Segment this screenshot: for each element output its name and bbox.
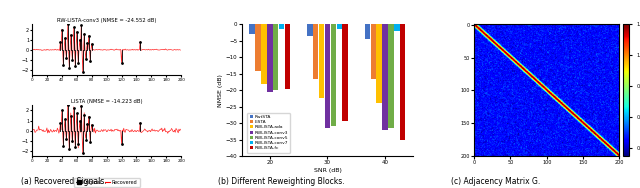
Bar: [400, 24, 406, 139]
Bar: [337, 24, 342, 29]
Bar: [273, 24, 278, 90]
Title: LISTA (NMSE = -14.223 dB): LISTA (NMSE = -14.223 dB): [71, 99, 143, 104]
Bar: [255, 24, 260, 70]
Bar: [261, 24, 267, 84]
Text: (b) Different Reweighting Blocks.: (b) Different Reweighting Blocks.: [218, 177, 345, 186]
Bar: [279, 24, 284, 29]
Bar: [319, 24, 324, 99]
Bar: [267, 24, 273, 92]
Bar: [331, 24, 336, 126]
Bar: [307, 24, 312, 36]
Legend: Original, Recovered: Original, Recovered: [74, 178, 140, 186]
Text: (c) Adjacency Matrix G.: (c) Adjacency Matrix G.: [451, 177, 541, 186]
Text: (a) Recovered Signals.: (a) Recovered Signals.: [21, 177, 107, 186]
Bar: [342, 24, 348, 121]
Bar: [324, 24, 330, 128]
Title: RW-LISTA-conv3 (NMSE = -24.552 dB): RW-LISTA-conv3 (NMSE = -24.552 dB): [57, 18, 156, 23]
Bar: [250, 24, 255, 34]
Bar: [388, 24, 394, 128]
Bar: [285, 24, 291, 89]
Bar: [371, 24, 376, 79]
Legend: RwtSTA, LISTA, RWLISTA-ada, RWLISTA-conv3, RWLISTA-conv5, RWLISTA-conv7, RWLISTA: RwtSTA, LISTA, RWLISTA-ada, RWLISTA-conv…: [247, 113, 291, 152]
Bar: [365, 24, 370, 39]
Bar: [382, 24, 388, 130]
Bar: [376, 24, 382, 103]
Bar: [313, 24, 318, 79]
X-axis label: SNR (dB): SNR (dB): [314, 168, 341, 173]
Y-axis label: NMSE (dB): NMSE (dB): [218, 74, 223, 107]
Bar: [394, 24, 399, 31]
